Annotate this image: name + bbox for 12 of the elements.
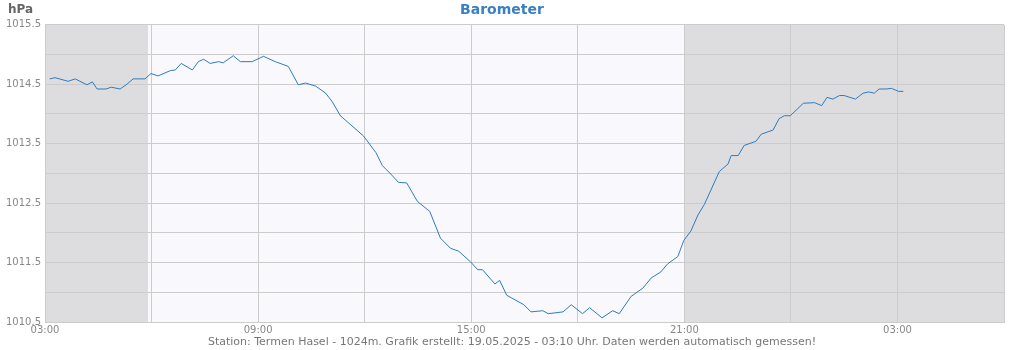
y-tick-label: 1013.5 <box>6 137 41 149</box>
x-tick-label: 03:00 <box>883 323 912 335</box>
x-tick-label: 09:00 <box>243 323 273 335</box>
x-tick-label: 15:00 <box>456 323 486 335</box>
x-tick-label: 21:00 <box>669 323 699 335</box>
y-tick-label: 1015.5 <box>6 18 41 30</box>
y-tick-label: 1014.5 <box>6 77 41 89</box>
text: Station: Termen Hasel - 1024m. Grafik erstellt: 19.05.2025 - 03:10 Uhr. Daten werden automatisch gemessen! <box>207 335 817 349</box>
y-axis-title: hPa <box>8 2 34 16</box>
y-tick-label: 1011.5 <box>6 256 41 268</box>
y-tick-label: 1012.5 <box>6 196 41 208</box>
chart-title: Barometer <box>460 1 544 18</box>
